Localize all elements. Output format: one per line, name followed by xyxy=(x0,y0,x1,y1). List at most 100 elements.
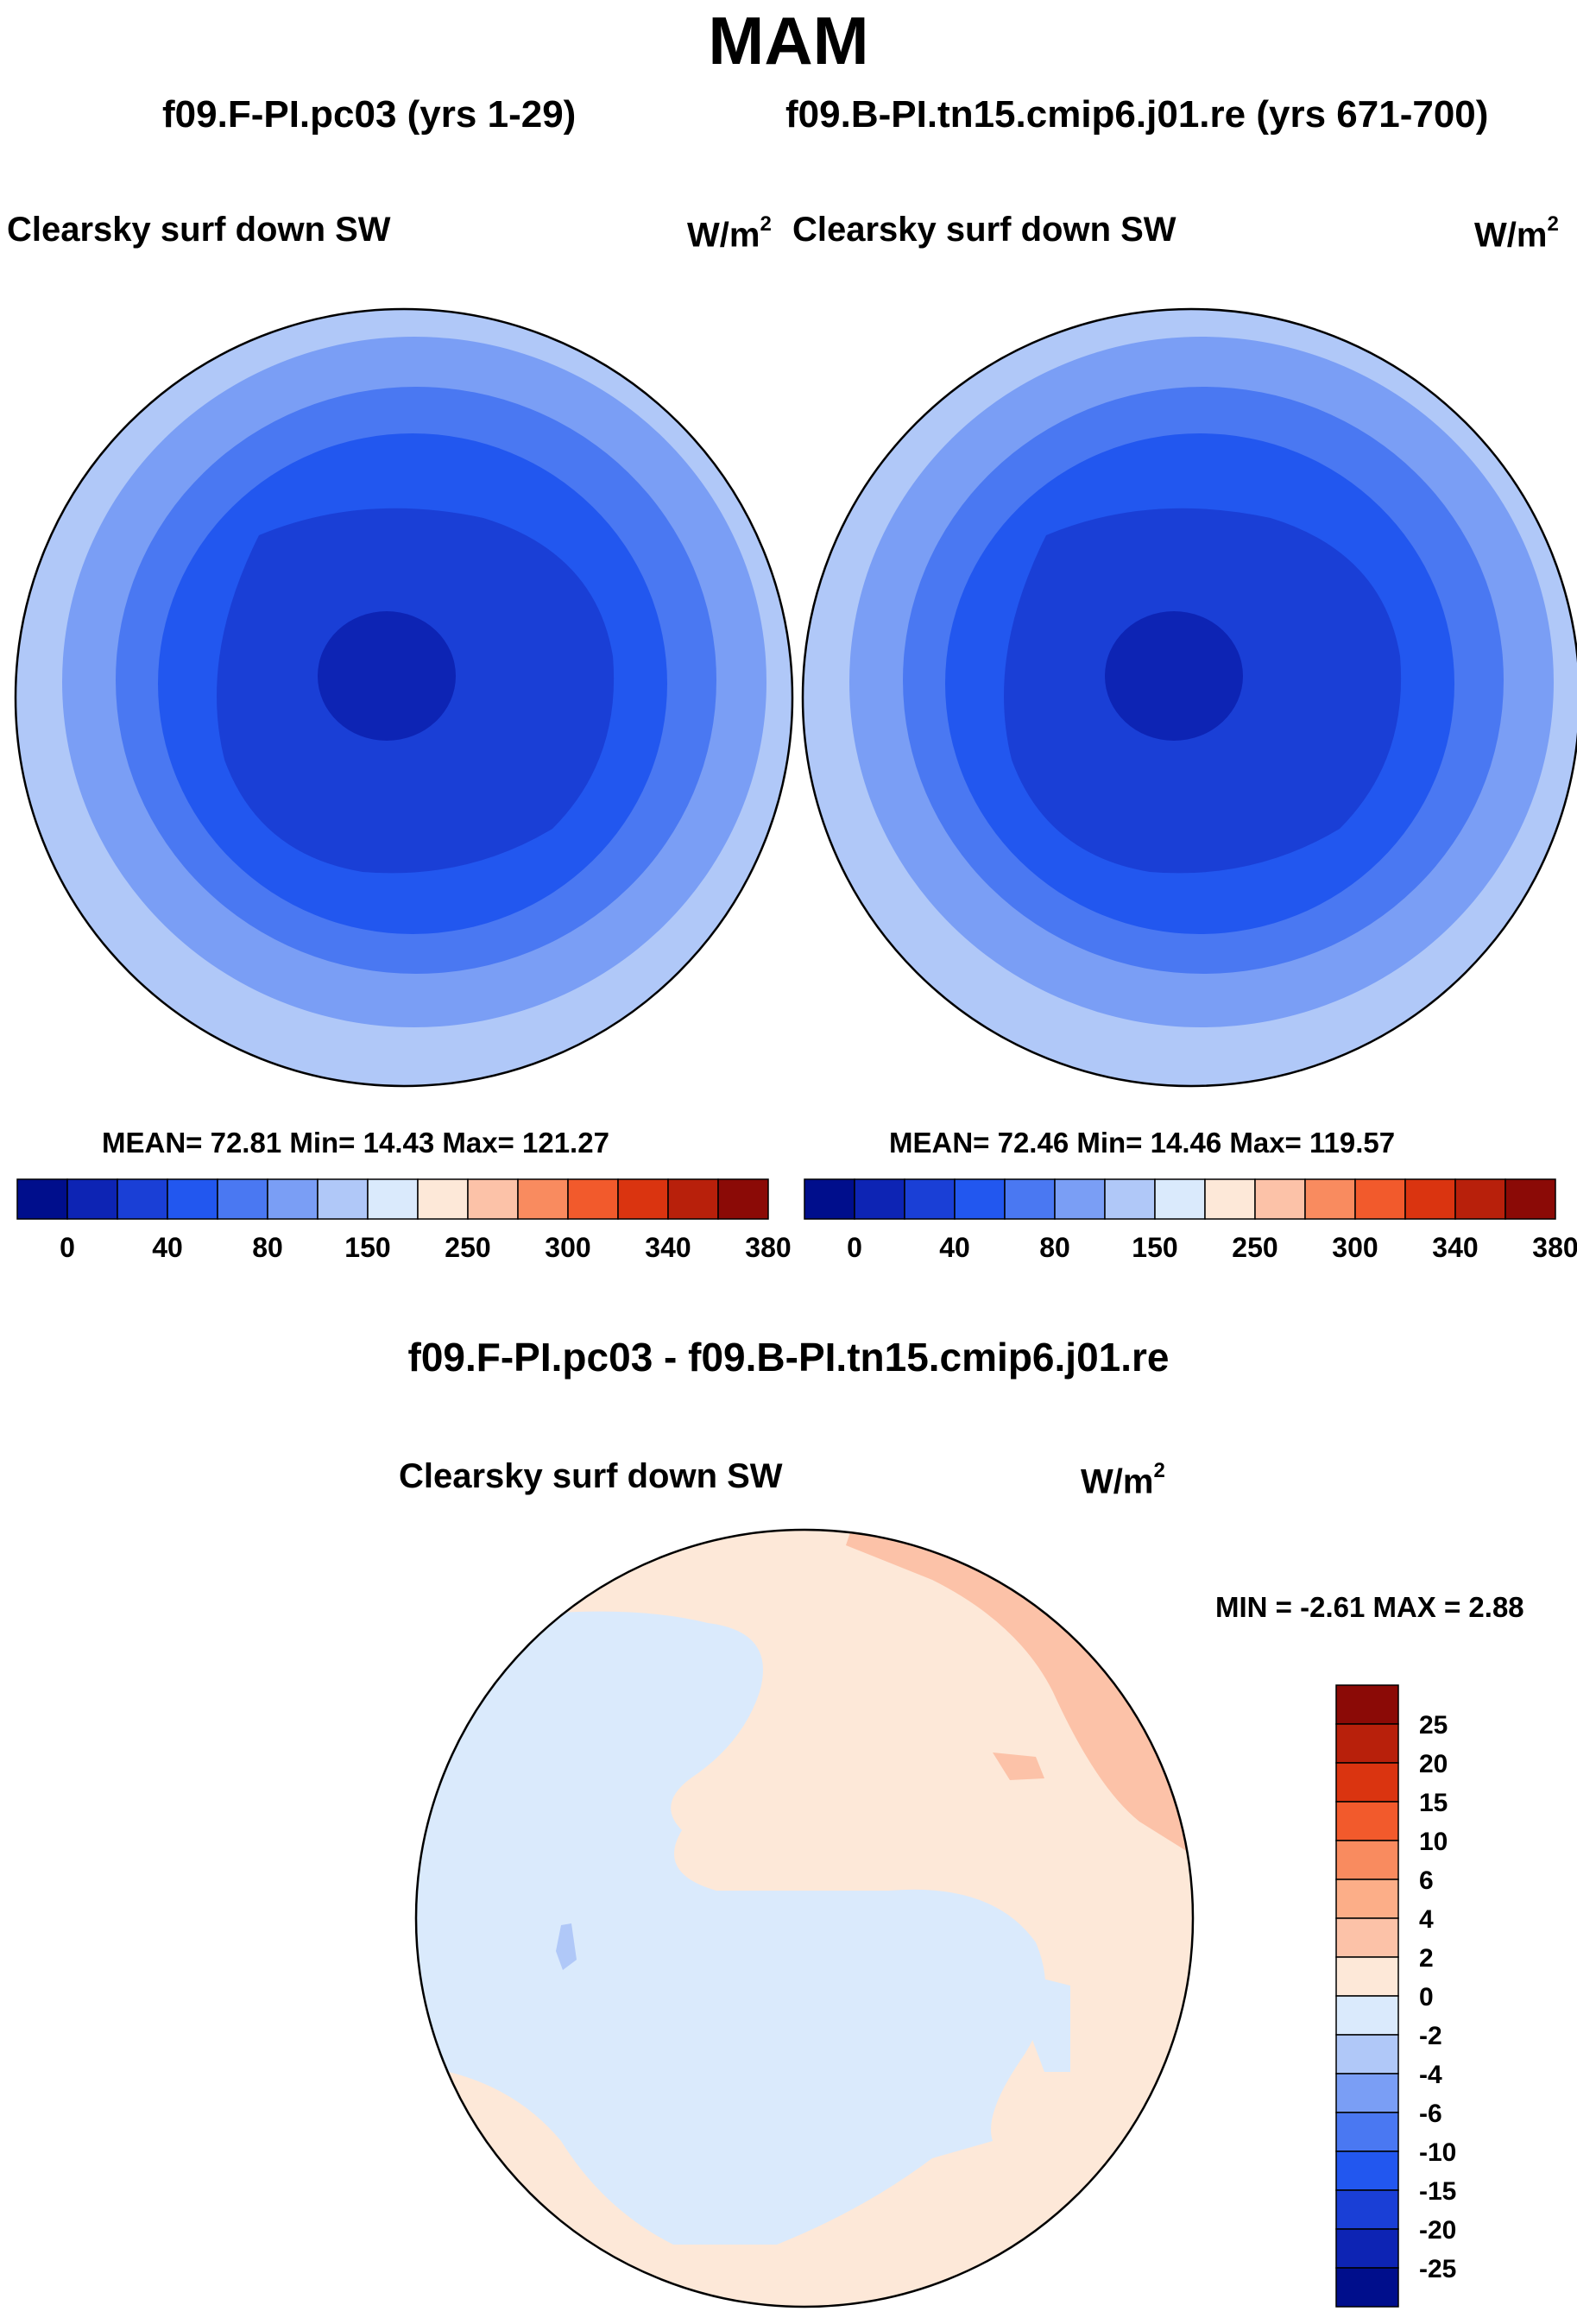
colorbar-swatch xyxy=(1104,1178,1156,1220)
colorbar-swatch xyxy=(904,1178,956,1220)
diff-colorbar-label: -25 xyxy=(1419,2255,1456,2283)
colorbar-swatch xyxy=(1254,1178,1306,1220)
panel2-units: W/m2 xyxy=(1474,212,1559,255)
diff-colorbar-swatch xyxy=(1335,2034,1399,2075)
diff-colorbar-swatch xyxy=(1335,2112,1399,2152)
diff-minmax: MIN = -2.61 MAX = 2.88 xyxy=(1215,1591,1524,1623)
diff-colorbar-swatch xyxy=(1335,1879,1399,1919)
diff-colorbar-swatch xyxy=(1335,2228,1399,2269)
colorbar-label: 300 xyxy=(545,1232,590,1263)
colorbar-label: 40 xyxy=(939,1232,970,1263)
diff-colorbar-label: 2 xyxy=(1419,1944,1434,1973)
panel1-stats: MEAN= 72.81 Min= 14.43 Max= 121.27 xyxy=(102,1127,609,1159)
colorbar-swatch xyxy=(417,1178,469,1220)
panel2-case-title: f09.B-PI.tn15.cmip6.j01.re (yrs 671-700) xyxy=(785,93,1489,136)
colorbar-label: 150 xyxy=(344,1232,390,1263)
colorbar-swatch xyxy=(567,1178,619,1220)
colorbar-swatch xyxy=(954,1178,1006,1220)
colorbar-swatch xyxy=(1454,1178,1506,1220)
diff-colorbar-label: 0 xyxy=(1419,1983,1434,2011)
panel2-map-border xyxy=(801,307,1577,1088)
diff-colorbar-label: -10 xyxy=(1419,2138,1456,2167)
panel2-stats: MEAN= 72.46 Min= 14.46 Max= 119.57 xyxy=(889,1127,1396,1159)
diff-map-border xyxy=(414,1528,1195,2308)
diff-colorbar-swatch xyxy=(1335,2150,1399,2191)
colorbar-label: 0 xyxy=(847,1232,862,1263)
colorbar-swatch xyxy=(1204,1178,1256,1220)
colorbar-swatch xyxy=(66,1178,118,1220)
colorbar-label: 340 xyxy=(645,1232,691,1263)
colorbar-swatch xyxy=(117,1178,168,1220)
diff-colorbar-swatch xyxy=(1335,1762,1399,1803)
colorbar-label: 300 xyxy=(1332,1232,1378,1263)
diff-colorbar-label: 10 xyxy=(1419,1828,1448,1856)
colorbar-swatch xyxy=(854,1178,905,1220)
diff-colorbar-swatch xyxy=(1335,1917,1399,1958)
colorbar-label: 340 xyxy=(1432,1232,1478,1263)
colorbar-swatch xyxy=(804,1178,855,1220)
colorbar-swatch xyxy=(717,1178,769,1220)
diff-colorbar-label: -6 xyxy=(1419,2100,1442,2128)
colorbar-swatch xyxy=(467,1178,519,1220)
colorbar-swatch xyxy=(1054,1178,1106,1220)
diff-colorbar-label: 20 xyxy=(1419,1750,1448,1778)
colorbar-swatch xyxy=(1304,1178,1356,1220)
panel2-variable-label: Clearsky surf down SW xyxy=(792,211,1176,249)
diff-colorbar-swatch xyxy=(1335,2267,1399,2308)
diff-colorbar-label: 15 xyxy=(1419,1789,1448,1817)
diff-colorbar-label: 25 xyxy=(1419,1711,1448,1740)
difference-title: f09.F-PI.pc03 - f09.B-PI.tn15.cmip6.j01.… xyxy=(407,1335,1170,1380)
colorbar-label: 80 xyxy=(1039,1232,1070,1263)
diff-variable-label: Clearsky surf down SW xyxy=(399,1457,783,1495)
colorbar-swatch xyxy=(217,1178,268,1220)
colorbar-swatch xyxy=(1154,1178,1206,1220)
colorbar-label: 380 xyxy=(745,1232,791,1263)
diff-colorbar-label: -2 xyxy=(1419,2022,1442,2050)
diff-colorbar-swatch xyxy=(1335,1684,1399,1725)
panel2-map xyxy=(803,309,1577,1086)
diff-colorbar-swatch xyxy=(1335,1801,1399,1841)
diff-colorbar-swatch xyxy=(1335,2073,1399,2113)
diff-colorbar-label: 6 xyxy=(1419,1866,1434,1895)
colorbar-swatch xyxy=(167,1178,218,1220)
panel1-variable-label: Clearsky surf down SW xyxy=(7,211,391,249)
panel1-units: W/m2 xyxy=(687,212,772,255)
diff-map xyxy=(416,1530,1193,2307)
colorbar-swatch xyxy=(667,1178,719,1220)
diff-colorbar-label: -4 xyxy=(1419,2061,1442,2089)
panel1-map-border xyxy=(14,307,794,1088)
colorbar-swatch xyxy=(367,1178,419,1220)
colorbar-label: 150 xyxy=(1132,1232,1177,1263)
diff-colorbar-label: -15 xyxy=(1419,2177,1456,2206)
diff-colorbar-swatch xyxy=(1335,1723,1399,1764)
panel1-map xyxy=(16,309,792,1086)
panel1-case-title: f09.F-PI.pc03 (yrs 1-29) xyxy=(162,93,577,136)
diff-units: W/m2 xyxy=(1081,1459,1165,1501)
figure-title: MAM xyxy=(708,3,869,79)
colorbar-label: 40 xyxy=(152,1232,183,1263)
colorbar-label: 80 xyxy=(252,1232,283,1263)
colorbar-swatch xyxy=(517,1178,569,1220)
diff-colorbar-swatch xyxy=(1335,2189,1399,2230)
colorbar-swatch xyxy=(1404,1178,1456,1220)
colorbar-swatch xyxy=(1004,1178,1056,1220)
colorbar-label: 250 xyxy=(445,1232,490,1263)
colorbar-label: 250 xyxy=(1232,1232,1277,1263)
panel2-colorbar: 0 40 80 150 250 300 340 380 xyxy=(804,1178,1577,1263)
diff-colorbar-swatch xyxy=(1335,1956,1399,1997)
colorbar-swatch xyxy=(317,1178,369,1220)
diff-colorbar-swatch xyxy=(1335,1995,1399,2036)
diff-colorbar-swatch xyxy=(1335,1840,1399,1880)
panel1-colorbar: 0 40 80 150 250 300 340 380 xyxy=(16,1178,792,1263)
colorbar-swatch xyxy=(1354,1178,1406,1220)
colorbar-swatch xyxy=(16,1178,68,1220)
colorbar-swatch xyxy=(617,1178,669,1220)
colorbar-label: 0 xyxy=(60,1232,75,1263)
diff-colorbar-label: -20 xyxy=(1419,2216,1456,2245)
colorbar-swatch xyxy=(1504,1178,1556,1220)
colorbar-swatch xyxy=(267,1178,319,1220)
diff-colorbar-label: 4 xyxy=(1419,1905,1434,1934)
colorbar-label: 380 xyxy=(1532,1232,1577,1263)
